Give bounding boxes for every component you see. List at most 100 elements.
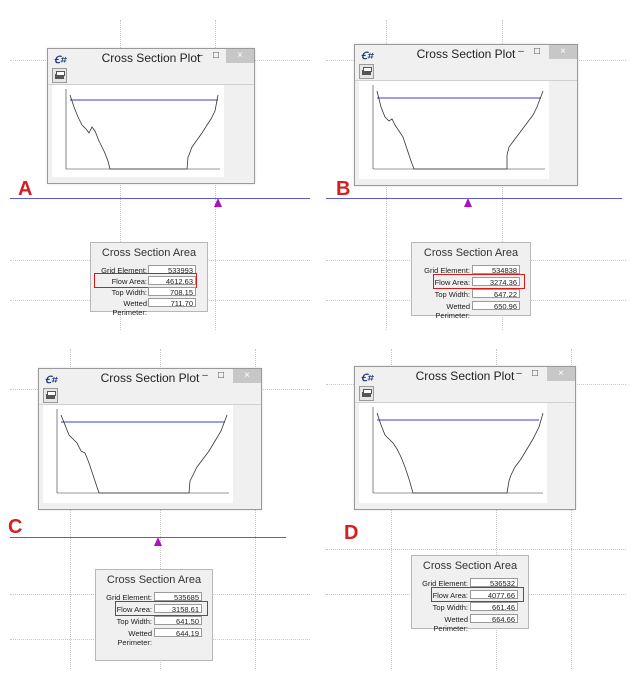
top-width-value[interactable]: 647.22 <box>472 289 520 299</box>
flow-area-highlight <box>433 274 525 289</box>
minimize-button[interactable]: ‒ <box>202 370 208 381</box>
window-title: Cross Section Plot <box>100 371 200 385</box>
flow-area-label: Flow Area: <box>434 278 470 287</box>
top-width-value[interactable]: 641.50 <box>154 616 202 626</box>
minimize-button[interactable]: ‒ <box>197 50 203 61</box>
minimize-button[interactable]: ‒ <box>518 46 524 57</box>
grid-element-label: Grid Element: <box>106 593 152 602</box>
app-icon: Ꞓ⌗ <box>45 375 57 386</box>
minimize-button[interactable]: ‒ <box>516 368 522 379</box>
flow-area-value[interactable]: 4077.66 <box>470 590 518 600</box>
window-titlebar[interactable]: Ꞓ⌗ Cross Section Plot ‒ □ × <box>355 45 577 63</box>
location-marker-icon[interactable] <box>214 198 222 207</box>
panel-label: A <box>18 178 33 200</box>
cross-section-plot-window[interactable]: Ꞓ⌗ Cross Section Plot ‒ □ × <box>354 366 576 510</box>
cross-section-area-dialog: Cross Section Area Grid Element: 535685 … <box>95 569 213 661</box>
top-width-label: Top Width: <box>116 617 152 626</box>
panel-label: C <box>8 516 23 538</box>
cross-section-line <box>10 198 310 199</box>
dialog-title: Cross Section Area <box>101 247 197 259</box>
toolbar <box>39 387 261 405</box>
grid-element-label: Grid Element: <box>101 266 147 275</box>
flow-area-highlight <box>431 587 524 602</box>
window-titlebar[interactable]: Ꞓ⌗ Cross Section Plot ‒ □ × <box>48 49 254 67</box>
wetted-perimeter-value[interactable]: 650.96 <box>472 301 520 311</box>
top-width-value[interactable]: 661.46 <box>470 602 518 612</box>
cross-section-plot-window[interactable]: Ꞓ⌗ Cross Section Plot ‒ □ × <box>354 44 578 186</box>
window-title: Cross Section Plot <box>101 51 201 65</box>
flow-area-value[interactable]: 3274.36 <box>472 277 520 287</box>
printer-icon[interactable] <box>43 388 58 403</box>
printer-icon[interactable] <box>52 68 67 83</box>
cross-section-chart <box>52 85 224 177</box>
maximize-button[interactable]: □ <box>533 46 541 57</box>
close-button[interactable]: × <box>549 45 577 59</box>
cross-section-chart <box>359 403 547 503</box>
wetted-perimeter-label: Wetted Perimeter: <box>435 302 470 320</box>
app-icon: Ꞓ⌗ <box>361 373 373 384</box>
cross-section-area-dialog: Cross Section Area Grid Element: 534838 … <box>411 242 531 320</box>
cross-section-plot-window[interactable]: Ꞓ⌗ Cross Section Plot ‒ □ × <box>38 368 262 510</box>
cross-section-area-dialog: Cross Section Area Grid Element: 536532 … <box>411 555 529 633</box>
close-button[interactable]: × <box>226 49 254 63</box>
wetted-perimeter-label: Wetted Perimeter: <box>112 299 147 317</box>
top-width-value[interactable]: 708.15 <box>148 287 196 297</box>
window-titlebar[interactable]: Ꞓ⌗ Cross Section Plot ‒ □ × <box>355 367 575 385</box>
top-width-label: Top Width: <box>111 288 147 297</box>
maximize-button[interactable]: □ <box>217 370 225 381</box>
flow-area-highlight <box>94 273 197 288</box>
top-width-label: Top Width: <box>432 603 468 612</box>
flow-area-label: Flow Area: <box>432 591 468 600</box>
toolbar <box>355 385 575 403</box>
wetted-perimeter-value[interactable]: 711.70 <box>148 298 196 308</box>
flow-area-label: Flow Area: <box>111 277 147 286</box>
top-width-label: Top Width: <box>434 290 470 299</box>
window-title: Cross Section Plot <box>416 47 516 61</box>
chart-axes <box>65 89 220 170</box>
cross-section-plot-window[interactable]: Ꞓ⌗ Cross Section Plot ‒ □ × <box>47 48 255 184</box>
panel-c: Ꞓ⌗ Cross Section Plot ‒ □ × C Cross Sect… <box>0 339 316 678</box>
app-icon: Ꞓ⌗ <box>54 55 66 66</box>
location-marker-icon[interactable] <box>154 537 162 546</box>
panel-label: B <box>336 178 351 200</box>
maximize-button[interactable]: □ <box>531 368 539 379</box>
dialog-title: Cross Section Area <box>422 560 518 572</box>
panel-a: Ꞓ⌗ Cross Section Plot ‒ □ × A Cross Sect… <box>0 0 316 339</box>
panel-d: Ꞓ⌗ Cross Section Plot ‒ □ × D Cross Sect… <box>316 339 632 678</box>
printer-icon[interactable] <box>359 64 374 79</box>
grid-element-value[interactable]: 534838 <box>472 265 520 275</box>
flow-area-highlight <box>115 601 208 616</box>
grid-element-value[interactable]: 535685 <box>154 592 202 602</box>
panel-label: D <box>344 522 359 544</box>
wetted-perimeter-value[interactable]: 644.19 <box>154 628 202 638</box>
window-titlebar[interactable]: Ꞓ⌗ Cross Section Plot ‒ □ × <box>39 369 261 387</box>
printer-icon[interactable] <box>359 386 374 401</box>
maximize-button[interactable]: □ <box>212 50 220 61</box>
cross-section-area-dialog: Cross Section Area Grid Element: 533993 … <box>90 242 208 317</box>
grid-line <box>326 549 626 550</box>
window-title: Cross Section Plot <box>415 369 515 383</box>
cross-section-line <box>326 198 622 199</box>
ground-profile-line <box>69 94 219 170</box>
cross-section-line <box>10 537 286 538</box>
ground-profile-line <box>376 90 544 170</box>
toolbar <box>355 63 577 81</box>
app-icon: Ꞓ⌗ <box>361 51 373 62</box>
dialog-title: Cross Section Area <box>423 247 519 259</box>
wetted-perimeter-value[interactable]: 664.66 <box>470 614 518 624</box>
close-button[interactable]: × <box>547 367 575 381</box>
cross-section-chart <box>359 81 549 179</box>
flow-area-value[interactable]: 4612.63 <box>148 276 196 286</box>
grid-element-label: Grid Element: <box>424 266 470 275</box>
wetted-perimeter-label: Wetted Perimeter: <box>117 629 152 647</box>
ground-profile-line <box>60 414 228 494</box>
toolbar <box>48 67 254 85</box>
panel-b: Ꞓ⌗ Cross Section Plot ‒ □ × B Cross Sect… <box>316 0 632 339</box>
flow-area-value[interactable]: 3158.61 <box>154 604 202 614</box>
close-button[interactable]: × <box>233 369 261 383</box>
grid-element-value[interactable]: 536532 <box>470 578 518 588</box>
cross-section-chart <box>43 405 233 503</box>
ground-profile-line <box>376 412 544 494</box>
grid-element-label: Grid Element: <box>422 579 468 588</box>
location-marker-icon[interactable] <box>464 198 472 207</box>
